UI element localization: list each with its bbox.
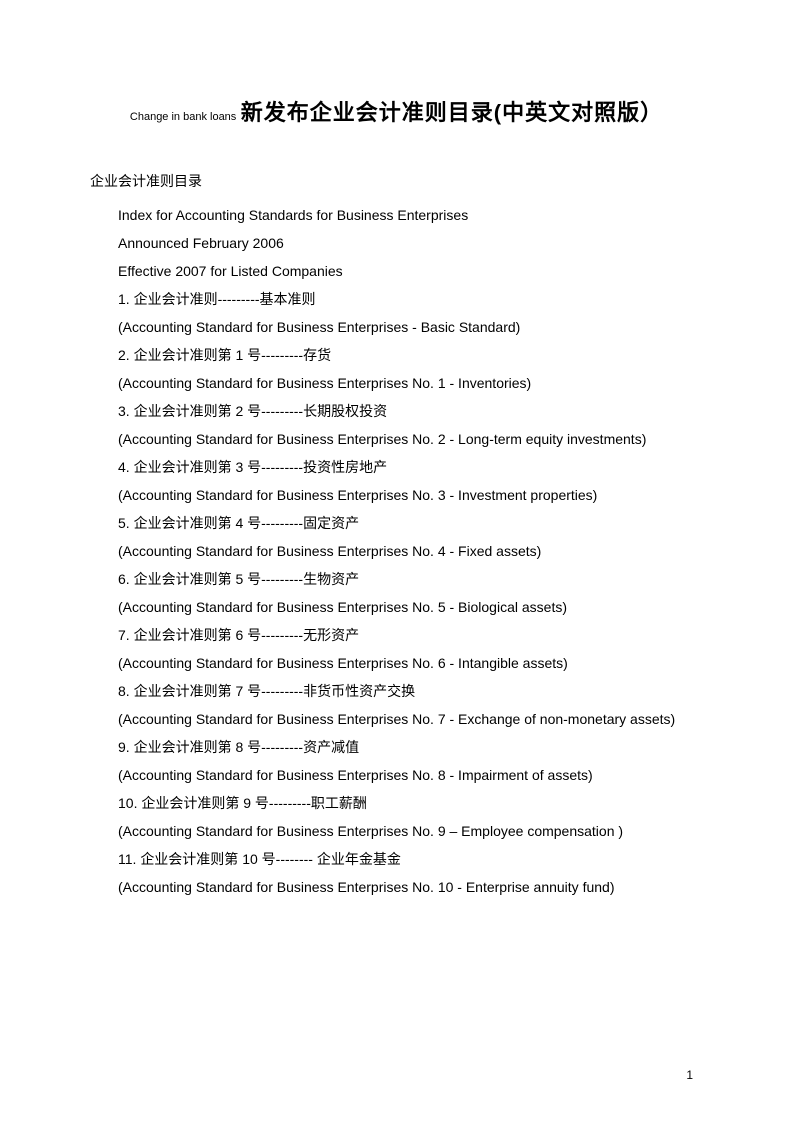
body-line: (Accounting Standard for Business Enterp…: [90, 369, 703, 397]
title-main: 新发布企业会计准则目录(中英文对照版）: [241, 100, 663, 125]
body-line: Index for Accounting Standards for Busin…: [90, 201, 703, 229]
body-line: (Accounting Standard for Business Enterp…: [90, 761, 703, 789]
body-line: 9. 企业会计准则第 8 号---------资产减值: [90, 733, 703, 761]
body-line-wrap: (Accounting Standard for Business Enterp…: [90, 425, 703, 453]
title-prefix: Change in bank loans: [130, 111, 236, 123]
body-line: 5. 企业会计准则第 4 号---------固定资产: [90, 509, 703, 537]
body-line: 11. 企业会计准则第 10 号-------- 企业年金基金: [90, 845, 703, 873]
body-line: (Accounting Standard for Business Enterp…: [90, 649, 703, 677]
document-title: Change in bank loans 新发布企业会计准则目录(中英文对照版）: [90, 95, 703, 127]
body-line: (Accounting Standard for Business Enterp…: [90, 537, 703, 565]
body-line: 3. 企业会计准则第 2 号---------长期股权投资: [90, 397, 703, 425]
body-line: 2. 企业会计准则第 1 号---------存货: [90, 341, 703, 369]
body-line: 10. 企业会计准则第 9 号---------职工薪酬: [90, 789, 703, 817]
body-line: 8. 企业会计准则第 7 号---------非货币性资产交换: [90, 677, 703, 705]
subheading: 企业会计准则目录: [90, 167, 703, 195]
body-line: (Accounting Standard for Business Enterp…: [90, 593, 703, 621]
document-page: Change in bank loans 新发布企业会计准则目录(中英文对照版）…: [0, 0, 793, 961]
body-line: (Accounting Standard for Business Enterp…: [90, 481, 703, 509]
body-line: 4. 企业会计准则第 3 号---------投资性房地产: [90, 453, 703, 481]
body-line: Announced February 2006: [90, 229, 703, 257]
body-line: 7. 企业会计准则第 6 号---------无形资产: [90, 621, 703, 649]
body-line: Effective 2007 for Listed Companies: [90, 257, 703, 285]
page-number: 1: [686, 1068, 693, 1082]
body-line: 1. 企业会计准则---------基本准则: [90, 285, 703, 313]
body-line-wrap: (Accounting Standard for Business Enterp…: [90, 873, 703, 901]
body-line: 6. 企业会计准则第 5 号---------生物资产: [90, 565, 703, 593]
body-line-wrap: (Accounting Standard for Business Enterp…: [90, 705, 703, 733]
body-line: (Accounting Standard for Business Enterp…: [90, 313, 703, 341]
body-line-wrap: (Accounting Standard for Business Enterp…: [90, 817, 703, 845]
